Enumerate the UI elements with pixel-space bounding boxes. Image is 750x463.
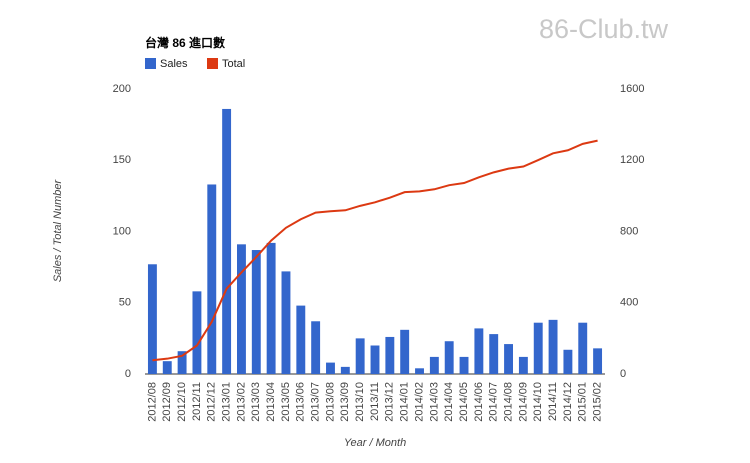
x-axis-title: Year / Month	[344, 437, 406, 449]
watermark: 86-Club.tw	[539, 14, 669, 44]
bar	[489, 334, 499, 374]
bar	[355, 338, 365, 374]
legend-label: Total	[222, 58, 245, 70]
x-tick-label: 2014/04	[443, 382, 455, 422]
x-tick-label: 2014/07	[488, 382, 500, 422]
bar	[518, 356, 528, 374]
y-tick-label: 0	[125, 368, 131, 380]
y2-tick-label: 400	[620, 297, 638, 309]
legend-swatch	[207, 58, 218, 69]
x-tick-label: 2014/06	[473, 382, 485, 422]
x-tick-label: 2014/05	[458, 382, 470, 422]
bar	[459, 356, 469, 374]
x-tick-label: 2015/01	[577, 382, 589, 422]
bar	[296, 305, 306, 374]
bar	[311, 321, 321, 374]
bar	[177, 351, 187, 374]
legend-swatch	[145, 58, 156, 69]
bar	[563, 349, 573, 374]
y2-tick-label: 1200	[620, 154, 644, 166]
x-tick-label: 2014/03	[428, 382, 440, 422]
y2-tick-label: 0	[620, 368, 626, 380]
x-tick-label: 2013/12	[384, 382, 396, 422]
y-tick-label: 200	[113, 83, 131, 95]
x-tick-label: 2012/08	[146, 382, 158, 422]
x-tick-label: 2014/11	[547, 382, 559, 421]
x-tick-label: 2012/12	[206, 382, 218, 422]
bar	[326, 362, 335, 374]
x-tick-label: 2013/06	[295, 382, 307, 422]
bar	[429, 356, 439, 374]
x-tick-label: 2015/02	[591, 382, 603, 422]
bar	[162, 361, 172, 374]
x-tick-label: 2012/09	[161, 382, 173, 422]
x-tick-label: 2013/08	[324, 382, 336, 422]
x-tick-label: 2013/11	[369, 382, 381, 421]
y-tick-label: 150	[113, 154, 131, 166]
bar	[533, 322, 543, 374]
y2-tick-label: 800	[620, 225, 638, 237]
x-tick-label: 2012/10	[176, 382, 188, 422]
x-tick-label: 2013/07	[310, 382, 322, 422]
bar	[548, 319, 558, 374]
line	[152, 139, 598, 362]
bar	[340, 366, 350, 374]
y-axis-title: Sales / Total Number	[52, 179, 64, 283]
bar	[504, 344, 513, 374]
bar	[415, 368, 424, 374]
x-tick-label: 2013/10	[354, 382, 366, 422]
bar	[474, 328, 484, 374]
x-tick-label: 2013/05	[280, 382, 292, 422]
x-tick-label: 2013/03	[250, 382, 262, 422]
bar	[207, 184, 217, 374]
bar	[400, 329, 410, 374]
x-tick-label: 2014/01	[399, 382, 411, 422]
y-tick-label: 50	[119, 297, 131, 309]
x-tick-label: 2014/09	[517, 382, 529, 422]
bar	[266, 242, 276, 374]
bar	[444, 341, 454, 374]
x-tick-label: 2012/11	[191, 382, 203, 421]
x-tick-label: 2014/12	[562, 382, 574, 422]
x-tick-label: 2013/04	[265, 382, 277, 422]
x-tick-label: 2013/09	[339, 382, 351, 422]
bar	[222, 108, 232, 374]
x-tick-label: 2014/02	[413, 382, 425, 422]
bar	[578, 322, 588, 374]
x-tick-label: 2013/02	[235, 382, 247, 422]
bar	[147, 264, 157, 374]
bar	[237, 244, 246, 374]
x-tick-label: 2014/10	[532, 382, 544, 422]
legend-label: Sales	[160, 58, 188, 70]
chart-title: 台灣 86 進口數	[145, 35, 225, 50]
y-tick-label: 100	[113, 225, 131, 237]
bar	[251, 250, 261, 374]
bar	[281, 271, 291, 374]
y2-tick-label: 1600	[620, 83, 644, 95]
bar	[385, 336, 395, 374]
bar	[593, 348, 603, 374]
bar	[192, 291, 202, 374]
x-tick-label: 2013/01	[221, 382, 233, 422]
x-tick-label: 2014/08	[502, 382, 514, 422]
bar	[370, 345, 380, 374]
